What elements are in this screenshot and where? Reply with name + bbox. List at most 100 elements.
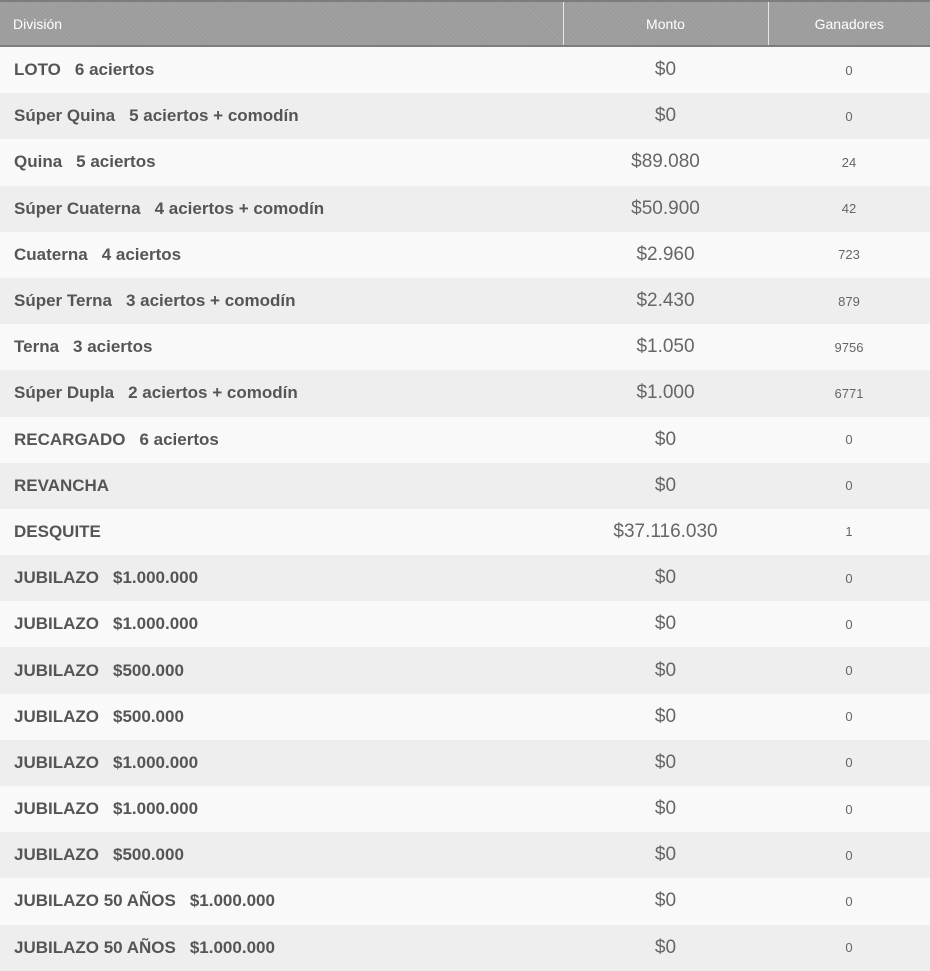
division-detail: 3 aciertos	[73, 337, 153, 357]
ganadores-cell: 0	[768, 693, 930, 740]
division-name: JUBILAZO	[14, 706, 99, 726]
column-header-monto: Monto	[562, 0, 768, 47]
table-row: JUBILAZO 50 AÑOS $1.000.000 $0 0	[0, 878, 930, 925]
division-name: JUBILAZO	[14, 660, 99, 680]
ganadores-cell: 0	[768, 601, 930, 648]
header-row: División Monto Ganadores	[0, 0, 930, 47]
table-row: Cuaterna 4 aciertos $2.960 723	[0, 231, 930, 278]
monto-cell: $0	[563, 601, 768, 648]
table-row: Súper Dupla 2 aciertos + comodín $1.000 6…	[0, 370, 930, 417]
division-name: JUBILAZO	[14, 752, 99, 772]
monto-cell: $0	[563, 924, 768, 971]
ganadores-cell: 0	[768, 739, 930, 786]
division-cell: Súper Quina 5 aciertos + comodín	[0, 93, 563, 140]
ganadores-cell: 0	[768, 93, 930, 140]
division-cell: JUBILAZO 50 AÑOS $1.000.000	[0, 878, 563, 925]
division-cell: RECARGADO 6 aciertos	[0, 416, 563, 463]
ganadores-cell: 0	[768, 924, 930, 971]
column-header-division: División	[0, 0, 563, 47]
division-name: Súper Terna	[14, 291, 112, 311]
monto-cell: $0	[563, 462, 768, 509]
ganadores-cell: 0	[768, 46, 930, 94]
table-body: LOTO 6 aciertos $0 0 Súper Quina 5 acierto…	[0, 46, 930, 971]
ganadores-cell: 0	[768, 786, 930, 833]
division-name: JUBILAZO	[14, 799, 99, 819]
division-detail: $1.000.000	[113, 752, 199, 772]
monto-cell: $0	[563, 832, 768, 879]
division-cell: JUBILAZO 50 AÑOS $1.000.000	[0, 924, 563, 971]
division-detail: $1.000.000	[189, 937, 275, 957]
division-detail: $1.000.000	[113, 614, 199, 634]
table-row: JUBILAZO 50 AÑOS $1.000.000 $0 0	[0, 924, 930, 971]
division-detail: $1.000.000	[113, 568, 199, 588]
table-row: RECARGADO 6 aciertos $0 0	[0, 416, 930, 463]
division-name: JUBILAZO	[14, 845, 99, 865]
ganadores-cell: 879	[768, 277, 930, 325]
division-name: JUBILAZO	[14, 614, 99, 634]
table-row: DESQUITE $37.116.030 1	[0, 508, 930, 556]
division-cell: LOTO 6 aciertos	[0, 46, 563, 94]
monto-cell: $0	[563, 693, 768, 740]
monto-cell: $50.900	[563, 185, 768, 232]
table-row: JUBILAZO $500.000 $0 0	[0, 693, 930, 740]
table-row: Quina 5 aciertos $89.080 24	[0, 139, 930, 186]
monto-cell: $0	[563, 416, 768, 463]
division-cell: JUBILAZO $1.000.000	[0, 601, 563, 648]
division-name: Cuaterna	[14, 244, 88, 264]
division-cell: Súper Terna 3 aciertos + comodín	[0, 277, 563, 325]
table-row: JUBILAZO $500.000 $0 0	[0, 647, 930, 694]
division-detail: 3 aciertos + comodín	[125, 291, 296, 311]
monto-cell: $37.116.030	[563, 508, 768, 556]
table-row: JUBILAZO $1.000.000 $0 0	[0, 786, 930, 833]
ganadores-cell: 1	[768, 508, 930, 556]
monto-cell: $2.430	[563, 277, 768, 325]
monto-cell: $0	[563, 739, 768, 786]
division-detail: 4 aciertos	[101, 244, 182, 264]
table-row: LOTO 6 aciertos $0 0	[0, 46, 930, 94]
division-cell: Cuaterna 4 aciertos	[0, 231, 563, 278]
division-cell: REVANCHA	[0, 462, 563, 509]
monto-cell: $89.080	[563, 139, 768, 186]
division-name: JUBILAZO	[14, 568, 99, 588]
division-cell: JUBILAZO $1.000.000	[0, 555, 563, 602]
division-cell: Quina 5 aciertos	[0, 139, 563, 186]
ganadores-cell: 24	[768, 139, 930, 186]
ganadores-cell: 0	[768, 832, 930, 879]
division-detail: 5 aciertos + comodín	[129, 106, 299, 126]
table-row: REVANCHA $0 0	[0, 462, 930, 509]
division-cell: DESQUITE	[0, 508, 563, 556]
division-cell: Súper Dupla 2 aciertos + comodín	[0, 370, 563, 417]
division-detail: $500.000	[113, 706, 184, 726]
table-row: Terna 3 aciertos $1.050 9756	[0, 324, 930, 371]
monto-cell: $0	[563, 647, 768, 694]
division-name: RECARGADO	[14, 429, 126, 449]
table-row: JUBILAZO $1.000.000 $0 0	[0, 555, 930, 602]
monto-cell: $1.000	[563, 370, 768, 417]
division-detail: 4 aciertos + comodín	[154, 198, 325, 218]
division-name: Súper Cuaterna	[14, 198, 141, 218]
table-row: JUBILAZO $500.000 $0 0	[0, 832, 930, 879]
monto-cell: $0	[563, 555, 768, 602]
division-name: Terna	[14, 337, 60, 357]
division-detail: 6 aciertos	[139, 429, 219, 449]
division-cell: Súper Cuaterna 4 aciertos + comodín	[0, 185, 563, 232]
table-row: Súper Cuaterna 4 aciertos + comodín $50.9…	[0, 185, 930, 232]
ganadores-cell: 6771	[768, 370, 930, 417]
division-detail: $1.000.000	[189, 891, 275, 911]
ganadores-cell: 0	[768, 416, 930, 463]
division-name: REVANCHA	[14, 475, 110, 495]
monto-cell: $0	[563, 46, 768, 94]
monto-cell: $2.960	[563, 231, 768, 278]
division-name: DESQUITE	[14, 521, 101, 541]
ganadores-cell: 723	[768, 231, 930, 278]
ganadores-cell: 0	[768, 462, 930, 509]
division-detail: 6 aciertos	[74, 60, 155, 80]
monto-cell: $0	[563, 786, 768, 833]
division-detail: $500.000	[113, 660, 184, 680]
monto-cell: $1.050	[563, 324, 768, 371]
division-cell: JUBILAZO $500.000	[0, 647, 563, 694]
division-name: Quina	[14, 152, 63, 172]
division-cell: JUBILAZO $1.000.000	[0, 786, 563, 833]
division-cell: JUBILAZO $500.000	[0, 832, 563, 879]
